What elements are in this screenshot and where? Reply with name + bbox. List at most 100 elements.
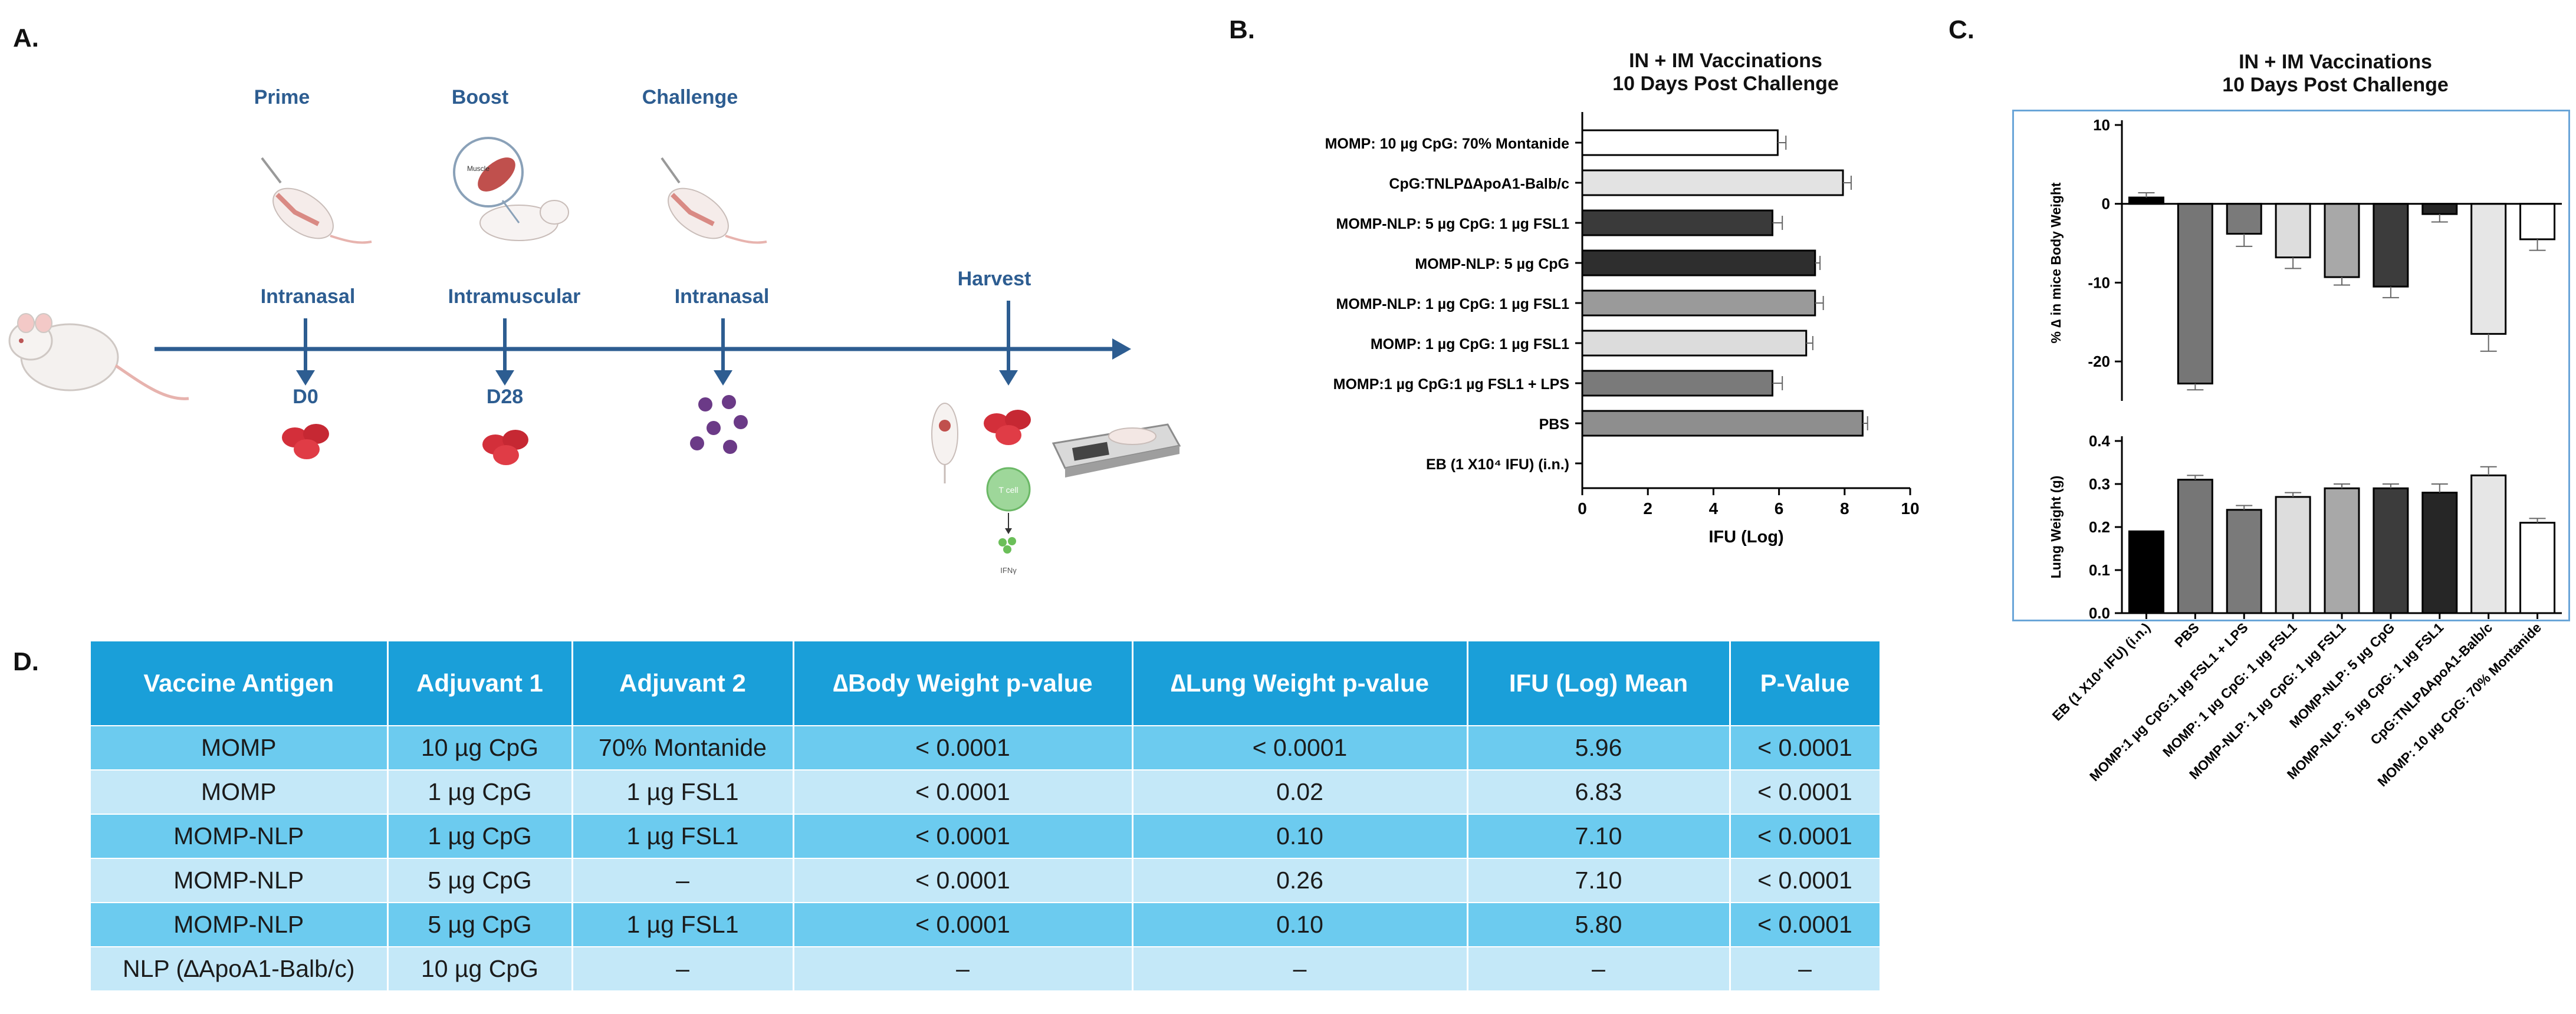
table-row: MOMP-NLP 1 µg CpG 1 µg FSL1 < 0.0001 0.10 7.1…: [91, 814, 1881, 858]
bar-c-lung: [2324, 487, 2360, 614]
x-axis-title-b: IFU (Log): [1708, 528, 1783, 546]
table-cell: –: [793, 946, 1133, 990]
xtick-label-b: 6: [1775, 499, 1784, 518]
chart-b-ifu: MOMP: 10 µg CpG: 70% Montanide CpG:TNLP∆A…: [1325, 112, 1920, 546]
table-cell: 5 µg CpG: [387, 902, 573, 947]
bar-c-lung: [2177, 479, 2213, 614]
ytick-label-c-lung: 0.0: [2089, 604, 2110, 622]
bar-c-lung: [2470, 474, 2507, 614]
down-arrow-d28: [495, 318, 514, 386]
table-cell: 6.83: [1467, 769, 1731, 814]
category-label-b: MOMP: 10 µg CpG: 70% Montanide: [1325, 136, 1570, 152]
bar-c-body: [2373, 203, 2409, 288]
table-cell: NLP (∆ApoA1-Balb/c): [91, 946, 389, 990]
ifn-label: IFNγ: [1000, 566, 1017, 575]
ytick-label-c-lung: 0.3: [2089, 475, 2110, 493]
bar-c-body: [2275, 203, 2311, 259]
chart-c-title-line-2: 10 Days Post Challenge: [2222, 74, 2449, 96]
xtick-label-b: 8: [1840, 499, 1849, 518]
table-cell: MOMP-NLP: [91, 858, 389, 903]
table-cell: < 0.0001: [1730, 769, 1881, 814]
xtick-label-b: 0: [1578, 499, 1587, 518]
ytick-label-c-body: 0: [2102, 195, 2110, 213]
panel-b-letter: B.: [1229, 15, 1255, 44]
summary-table: Vaccine Antigen Adjuvant 1 Adjuvant 2 ∆Body…: [91, 641, 1881, 990]
bar-b: [1581, 209, 1773, 236]
category-label-b: MOMP-NLP: 1 µg CpG: 1 µg FSL1: [1336, 296, 1570, 312]
table-cell: 5.80: [1467, 902, 1731, 947]
table-cell: 70% Montanide: [572, 725, 794, 770]
chart-c-body-lung: 10 0 -10 -20 % ∆ in mice Body Weight 0.4 0.3 0.…: [2048, 116, 2562, 789]
table-cell: –: [572, 858, 794, 903]
bar-c-lung: [2519, 522, 2556, 614]
chart-b-title-line-1: IN + IM Vaccinations: [1629, 50, 1822, 72]
bar-b: [1581, 410, 1864, 437]
category-label-b: MOMP-NLP: 5 µg CpG: [1415, 256, 1569, 272]
bar-c-body: [2421, 203, 2458, 215]
category-label-b: MOMP:1 µg CpG:1 µg FSL1 + LPS: [1333, 376, 1569, 393]
chart-c-frame: [2012, 110, 2570, 621]
table-cell: –: [1467, 946, 1731, 990]
table-cell: < 0.0001: [793, 769, 1133, 814]
chart-b-title-line-2: 10 Days Post Challenge: [1612, 73, 1839, 95]
table-row: MOMP 10 µg CpG 70% Montanide < 0.0001 < 0.00…: [91, 725, 1881, 770]
route-intramuscular: Intramuscular: [448, 285, 581, 308]
table-cell: –: [572, 946, 794, 990]
t-cell-label: T cell: [998, 485, 1018, 495]
table-cell: MOMP: [91, 725, 389, 770]
table-cell: < 0.0001: [1730, 814, 1881, 858]
table-cell: < 0.0001: [793, 814, 1133, 858]
bar-b: [1581, 370, 1773, 397]
table-cell: 1 µg CpG: [387, 769, 573, 814]
chart-c-title-line-1: IN + IM Vaccinations: [2239, 51, 2432, 73]
table-cell: 10 µg CpG: [387, 946, 573, 990]
category-label-b: EB (1 X10⁴ IFU) (i.n.): [1426, 456, 1569, 473]
table-cell: 7.10: [1467, 858, 1731, 903]
bar-c-lung: [2275, 496, 2311, 614]
bacteria-particles-icon: [690, 395, 748, 454]
ytick-label-c-body: -20: [2088, 353, 2110, 370]
table-row: MOMP-NLP 5 µg CpG – < 0.0001 0.26 7.10 < 0.000…: [91, 858, 1881, 903]
table-cell: –: [1132, 946, 1468, 990]
table-cell: < 0.0001: [1132, 725, 1468, 770]
ytick-label-c-lung: 0.2: [2089, 518, 2110, 536]
xtick-label-b: 10: [1901, 499, 1919, 518]
panel-a-letter: A.: [13, 24, 39, 52]
xtick-label-b: 4: [1709, 499, 1719, 518]
table-cell: 0.26: [1132, 858, 1468, 903]
t-cell-icon: T cell IFNγ: [986, 467, 1031, 575]
bar-c-body: [2470, 203, 2507, 335]
panel-c-letter: C.: [1949, 15, 1974, 44]
ytick-label-c-body: -10: [2088, 274, 2110, 291]
bar-c-lung: [2226, 509, 2262, 614]
table-cell: 1 µg FSL1: [572, 902, 794, 947]
table-cell: 1 µg FSL1: [572, 814, 794, 858]
bar-c-body: [2226, 203, 2262, 235]
y-axis-title-c-lung: Lung Weight (g): [2048, 476, 2064, 579]
table-header-cell: Vaccine Antigen: [91, 641, 389, 726]
challenge-mouse-icon: [661, 157, 767, 244]
bar-c-body: [2519, 203, 2556, 241]
ytick-label-c-lung: 0.4: [2089, 432, 2111, 450]
y-axis-title-c-body: % ∆ in mice Body Weight: [2048, 182, 2064, 343]
table-cell: 0.10: [1132, 902, 1468, 947]
bar-b: [1581, 330, 1808, 357]
table-cell: MOMP-NLP: [91, 902, 389, 947]
category-label-b: MOMP: 1 µg CpG: 1 µg FSL1: [1371, 336, 1569, 353]
table-cell: 5.96: [1467, 725, 1731, 770]
category-label-c: PBS: [2171, 620, 2202, 650]
table-cell: < 0.0001: [1730, 725, 1881, 770]
blood-cells-harvest-icon: [984, 410, 1031, 445]
bar-c-lung: [2421, 492, 2458, 614]
category-label-b: MOMP-NLP: 5 µg CpG: 1 µg FSL1: [1336, 216, 1570, 232]
down-arrow-harvest: [999, 301, 1018, 386]
route-intranasal-2: Intranasal: [674, 285, 770, 308]
table-row: MOMP-NLP 5 µg CpG 1 µg FSL1 < 0.0001 0.10 5.8…: [91, 902, 1881, 947]
scale-icon: [1052, 423, 1181, 478]
ytick-label-c-body: 10: [2093, 116, 2110, 134]
table-header-cell: ∆Body Weight p-value: [793, 641, 1133, 726]
boost-mouse-icon: Muscle: [453, 137, 569, 241]
panel-d-letter: D.: [13, 647, 39, 676]
blood-cells-d28-icon: [482, 430, 528, 465]
category-label-c: EB (1 X10⁴ IFU) (i.n.): [2049, 620, 2153, 723]
